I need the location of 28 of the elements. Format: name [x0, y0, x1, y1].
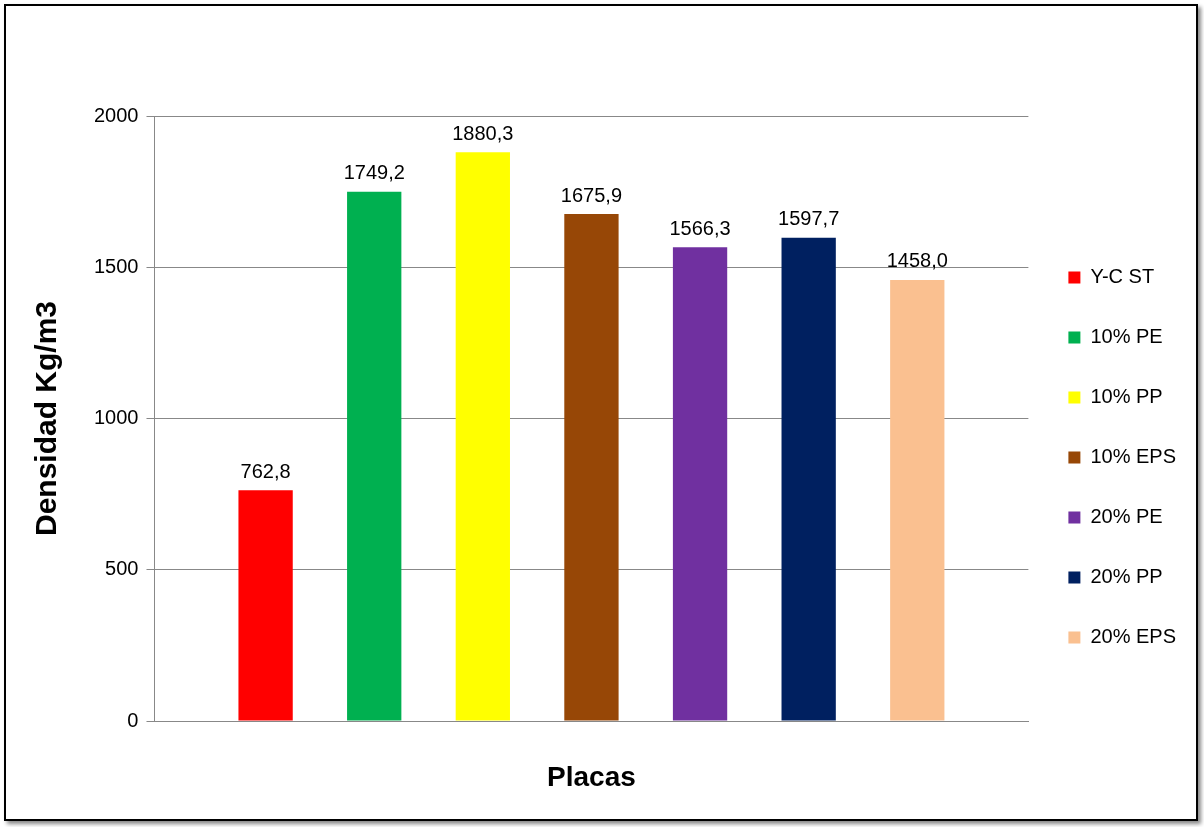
y-tick-label: 1000: [93, 406, 139, 429]
y-tick-label: 1500: [93, 254, 139, 277]
bar: [347, 191, 402, 721]
data-label: 1675,9: [560, 183, 623, 206]
data-label: 1597,7: [778, 207, 840, 230]
legend-label: Y-C ST: [1090, 265, 1155, 288]
bar: [455, 152, 510, 721]
x-axis-title: Placas: [547, 760, 636, 792]
bar: [781, 237, 836, 721]
y-tick-label: 0: [127, 708, 139, 731]
data-label: 1880,3: [452, 121, 514, 144]
data-label: 1458,0: [886, 249, 948, 272]
bar: [564, 214, 619, 721]
data-label: 762,8: [240, 459, 291, 482]
legend-label: 10% PP: [1090, 385, 1163, 408]
bar: [890, 279, 945, 721]
y-tick-label: 500: [105, 557, 139, 580]
y-tick-label: 2000: [93, 103, 139, 126]
data-label: 1749,2: [343, 161, 405, 184]
y-axis-title: Densidad Kg/m3: [29, 300, 63, 537]
legend-label: 10% EPS: [1090, 445, 1176, 468]
legend-label: 20% PE: [1090, 505, 1163, 528]
legend-label: 10% PE: [1090, 325, 1163, 348]
bar: [238, 490, 293, 721]
legend-label: 20% EPS: [1090, 625, 1176, 648]
data-label: 1566,3: [669, 216, 731, 239]
legend-label: 20% PP: [1090, 565, 1163, 588]
bar: [672, 247, 728, 721]
